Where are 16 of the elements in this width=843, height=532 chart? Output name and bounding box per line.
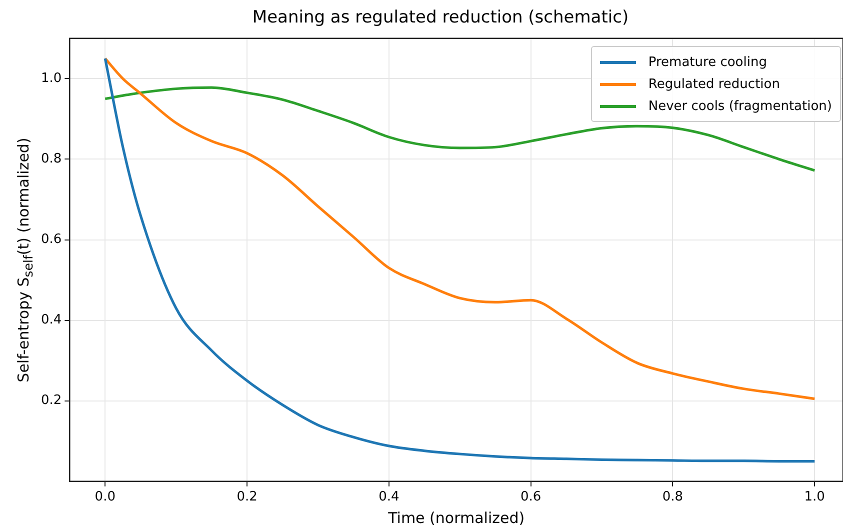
x-tick-label: 0.8 — [662, 490, 684, 505]
x-tick-label: 0.6 — [520, 490, 542, 505]
x-tick-label: 0.2 — [236, 490, 258, 505]
legend-label: Never cools (fragmentation) — [648, 98, 832, 114]
legend-label: Premature cooling — [648, 54, 767, 70]
legend-label: Regulated reduction — [648, 76, 780, 92]
x-tick-label: 1.0 — [804, 490, 825, 505]
y-tick-label: 0.4 — [40, 312, 62, 328]
y-tick-label: 0.8 — [40, 152, 62, 167]
chart-title: Meaning as regulated reduction (schematic) — [252, 8, 629, 28]
y-tick-label: 0.2 — [40, 393, 62, 408]
y-tick-label: 0.6 — [40, 232, 62, 248]
x-axis-title: Time (normalized) — [387, 508, 525, 527]
y-tick-label: 1.0 — [40, 71, 62, 86]
x-tick-label: 0.4 — [378, 490, 400, 505]
x-tick-label: 0.0 — [94, 490, 116, 505]
